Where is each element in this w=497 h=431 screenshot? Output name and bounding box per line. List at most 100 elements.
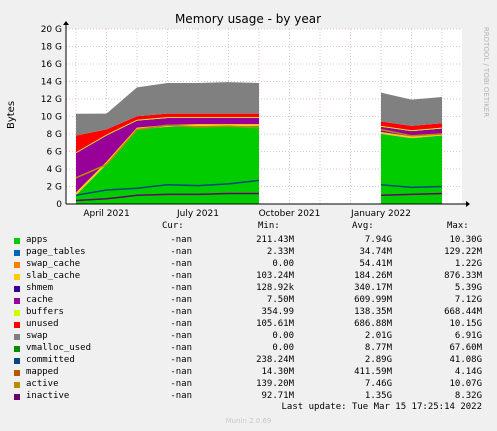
- x-tick-label: October 2021: [259, 209, 321, 219]
- legend-series-name: buffers: [26, 307, 64, 317]
- legend-series-name: unused: [26, 319, 59, 329]
- area-swap: [76, 82, 259, 136]
- y-tick-label: 20 G: [41, 25, 62, 35]
- legend-avg-value: 1.35G: [364, 391, 392, 401]
- legend-row-swap_cache: swap_cache -nan 0.00 54.41M 1.22G: [0, 259, 497, 271]
- area-unused: [381, 121, 442, 131]
- legend-series-name: committed: [26, 355, 75, 365]
- legend-min-value: 92.71M: [261, 391, 294, 401]
- legend-series-name: page_tables: [26, 247, 86, 257]
- series-layer: [75, 82, 443, 204]
- y-tick-label: 6 G: [46, 148, 62, 158]
- legend-cur-value: -nan: [170, 355, 192, 365]
- legend-swatch: [14, 250, 20, 256]
- legend-row-mapped: mapped -nan 14.30M 411.59M 4.14G: [0, 367, 497, 379]
- legend-row-shmem: shmem -nan 128.92k 340.17M 5.39G: [0, 283, 497, 295]
- legend-max-value: 876.33M: [444, 271, 482, 281]
- legend-swatch: [14, 358, 20, 364]
- last-update: Last update: Tue Mar 15 17:25:14 2022: [281, 402, 482, 412]
- line-active: [75, 124, 260, 179]
- legend-min-value: 2.33M: [266, 247, 294, 257]
- line-committed: [75, 179, 260, 197]
- y-tick-label: 16 G: [41, 60, 62, 70]
- legend-min-value: 0.00: [272, 343, 294, 353]
- legend-max-value: 4.14G: [454, 367, 482, 377]
- y-tick-label: 12 G: [41, 95, 62, 105]
- legend-avg-value: 7.94G: [364, 235, 392, 245]
- legend-swatch: [14, 370, 20, 376]
- legend-min-value: 103.24M: [256, 271, 294, 281]
- legend-header: Cur: Min: Avg: Max:: [0, 221, 497, 233]
- header-max: Max:: [447, 221, 469, 231]
- legend-row-unused: unused -nan 105.61M 686.88M 10.15G: [0, 319, 497, 331]
- munin-version: Munin 2.0.69: [225, 417, 272, 425]
- legend-max-value: 10.15G: [449, 319, 482, 329]
- header-avg: Avg:: [352, 221, 374, 231]
- legend-series-name: mapped: [26, 367, 59, 377]
- legend-swatch: [14, 322, 20, 328]
- legend-cur-value: -nan: [170, 331, 192, 341]
- legend-cur-value: -nan: [170, 295, 192, 305]
- y-tick-label: 4 G: [46, 165, 62, 175]
- legend-min-value: 105.61M: [256, 319, 294, 329]
- legend-row-apps: apps -nan 211.43M 7.94G 10.30G: [0, 235, 497, 247]
- area-cache: [76, 118, 259, 193]
- legend-series-name: cache: [26, 295, 54, 305]
- legend-row-buffers: buffers -nan 354.99 138.35M 668.44M: [0, 307, 497, 319]
- area-buffers: [381, 125, 442, 132]
- line-inactive: [75, 192, 259, 202]
- y-tick-label: 10 G: [41, 113, 62, 123]
- legend-max-value: 10.30G: [449, 235, 482, 245]
- legend-max-value: 8.32G: [454, 391, 482, 401]
- legend-min-value: 238.24M: [256, 355, 294, 365]
- legend-swatch: [14, 310, 20, 316]
- legend-avg-value: 340.17M: [354, 283, 392, 293]
- legend-cur-value: -nan: [170, 343, 192, 353]
- legend-series-name: slab_cache: [26, 271, 81, 281]
- legend-series-name: swap_cache: [26, 259, 81, 269]
- legend-min-value: 0.00: [272, 259, 294, 269]
- area-unused: [76, 113, 259, 153]
- y-axis-label: Bytes: [6, 101, 17, 129]
- legend-cur-value: -nan: [170, 367, 192, 377]
- line-inactive: [380, 192, 443, 197]
- legend-series-name: active: [26, 379, 59, 389]
- legend-series-name: apps: [26, 235, 48, 245]
- legend-cur-value: -nan: [170, 271, 192, 281]
- legend-max-value: 41.08G: [449, 355, 482, 365]
- legend-row-slab_cache: slab_cache -nan 103.24M 184.26M 876.33M: [0, 271, 497, 283]
- legend-min-value: 0.00: [272, 331, 294, 341]
- legend-max-value: 129.22M: [444, 247, 482, 257]
- y-axis-arrow: [63, 21, 69, 25]
- legend-swatch: [14, 286, 20, 292]
- legend-max-value: 6.91G: [454, 331, 482, 341]
- legend-row-swap: swap -nan 0.00 2.01G 6.91G: [0, 331, 497, 343]
- legend-swatch: [14, 334, 20, 340]
- legend-avg-value: 138.35M: [354, 307, 392, 317]
- legend-row-active: active -nan 139.20M 7.46G 10.07G: [0, 379, 497, 391]
- legend-row-page_tables: page_tables -nan 2.33M 34.74M 129.22M: [0, 247, 497, 259]
- legend-row-committed: committed -nan 238.24M 2.89G 41.08G: [0, 355, 497, 367]
- y-tick-label: 18 G: [41, 43, 62, 53]
- legend-max-value: 668.44M: [444, 307, 482, 317]
- x-axis-arrow: [466, 201, 470, 207]
- rrdtool-watermark: RRDTOOL / TOBI OETIKER: [482, 27, 490, 117]
- header-min: Min:: [258, 221, 280, 231]
- legend-max-value: 1.22G: [454, 259, 482, 269]
- legend-max-value: 5.39G: [454, 283, 482, 293]
- chart-title: Memory usage - by year: [175, 12, 321, 26]
- legend-cur-value: -nan: [170, 283, 192, 293]
- y-tick-label: 0: [56, 200, 62, 210]
- header-cur: Cur:: [162, 221, 184, 231]
- y-tick-label: 2 G: [46, 183, 62, 193]
- legend-min-value: 354.99: [261, 307, 294, 317]
- x-tick-label: January 2022: [350, 209, 411, 219]
- legend-max-value: 67.60M: [449, 343, 482, 353]
- axis-layer: 0 2 G 4 G 6 G 8 G 10 G 12 G 14 G 16 G 18 G 20 G Apr…: [41, 21, 470, 219]
- legend-avg-value: 2.89G: [364, 355, 392, 365]
- legend-avg-value: 411.59M: [354, 367, 392, 377]
- legend-max-value: 7.12G: [454, 295, 482, 305]
- line-committed: [380, 184, 443, 189]
- legend-avg-value: 686.88M: [354, 319, 392, 329]
